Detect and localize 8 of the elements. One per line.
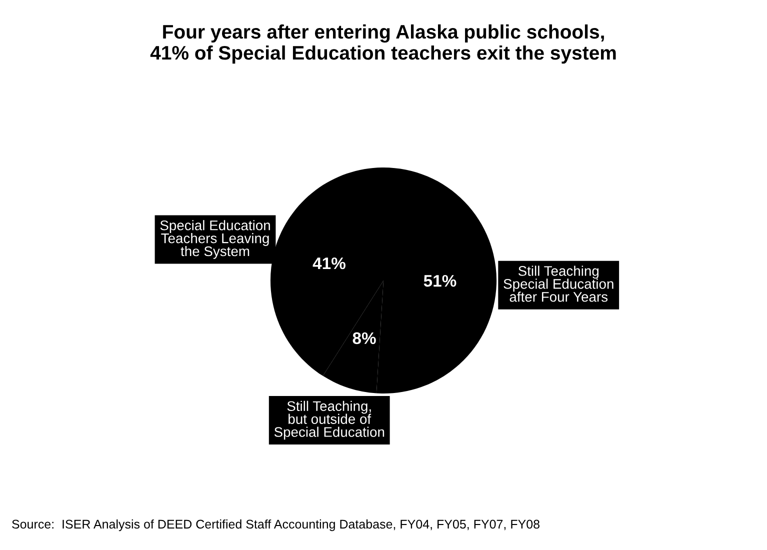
data-label: 41%: [312, 257, 346, 270]
data-label: 8%: [352, 332, 376, 344]
chart-title: Four years after entering Alaska public schools, 41% of Special Education teachers exit the system: [150, 24, 616, 64]
slice-label: Still Teaching Special Education after Four Years: [504, 266, 614, 302]
slice-label: Still Teaching, but outside of Special Education: [274, 400, 384, 440]
slice-label: Special Education Teachers Leaving the System: [160, 220, 270, 259]
source-note: Source: ISER Analysis of DEED Certified Staff Accounting Database, FY04, FY05, FY07, FY08: [12, 519, 540, 532]
data-label: 51%: [424, 274, 456, 287]
